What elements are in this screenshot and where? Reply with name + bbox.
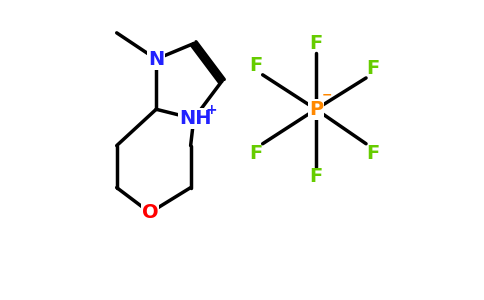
Text: NH: NH bbox=[180, 109, 212, 128]
Text: +: + bbox=[206, 103, 217, 117]
Text: F: F bbox=[366, 144, 379, 163]
Text: O: O bbox=[142, 203, 158, 222]
Text: −: − bbox=[322, 89, 333, 102]
Text: P: P bbox=[309, 100, 323, 119]
Text: F: F bbox=[309, 167, 322, 186]
Text: N: N bbox=[148, 50, 164, 69]
Text: F: F bbox=[249, 144, 263, 163]
Text: F: F bbox=[249, 56, 263, 75]
Text: F: F bbox=[309, 34, 322, 53]
Text: F: F bbox=[366, 59, 379, 78]
